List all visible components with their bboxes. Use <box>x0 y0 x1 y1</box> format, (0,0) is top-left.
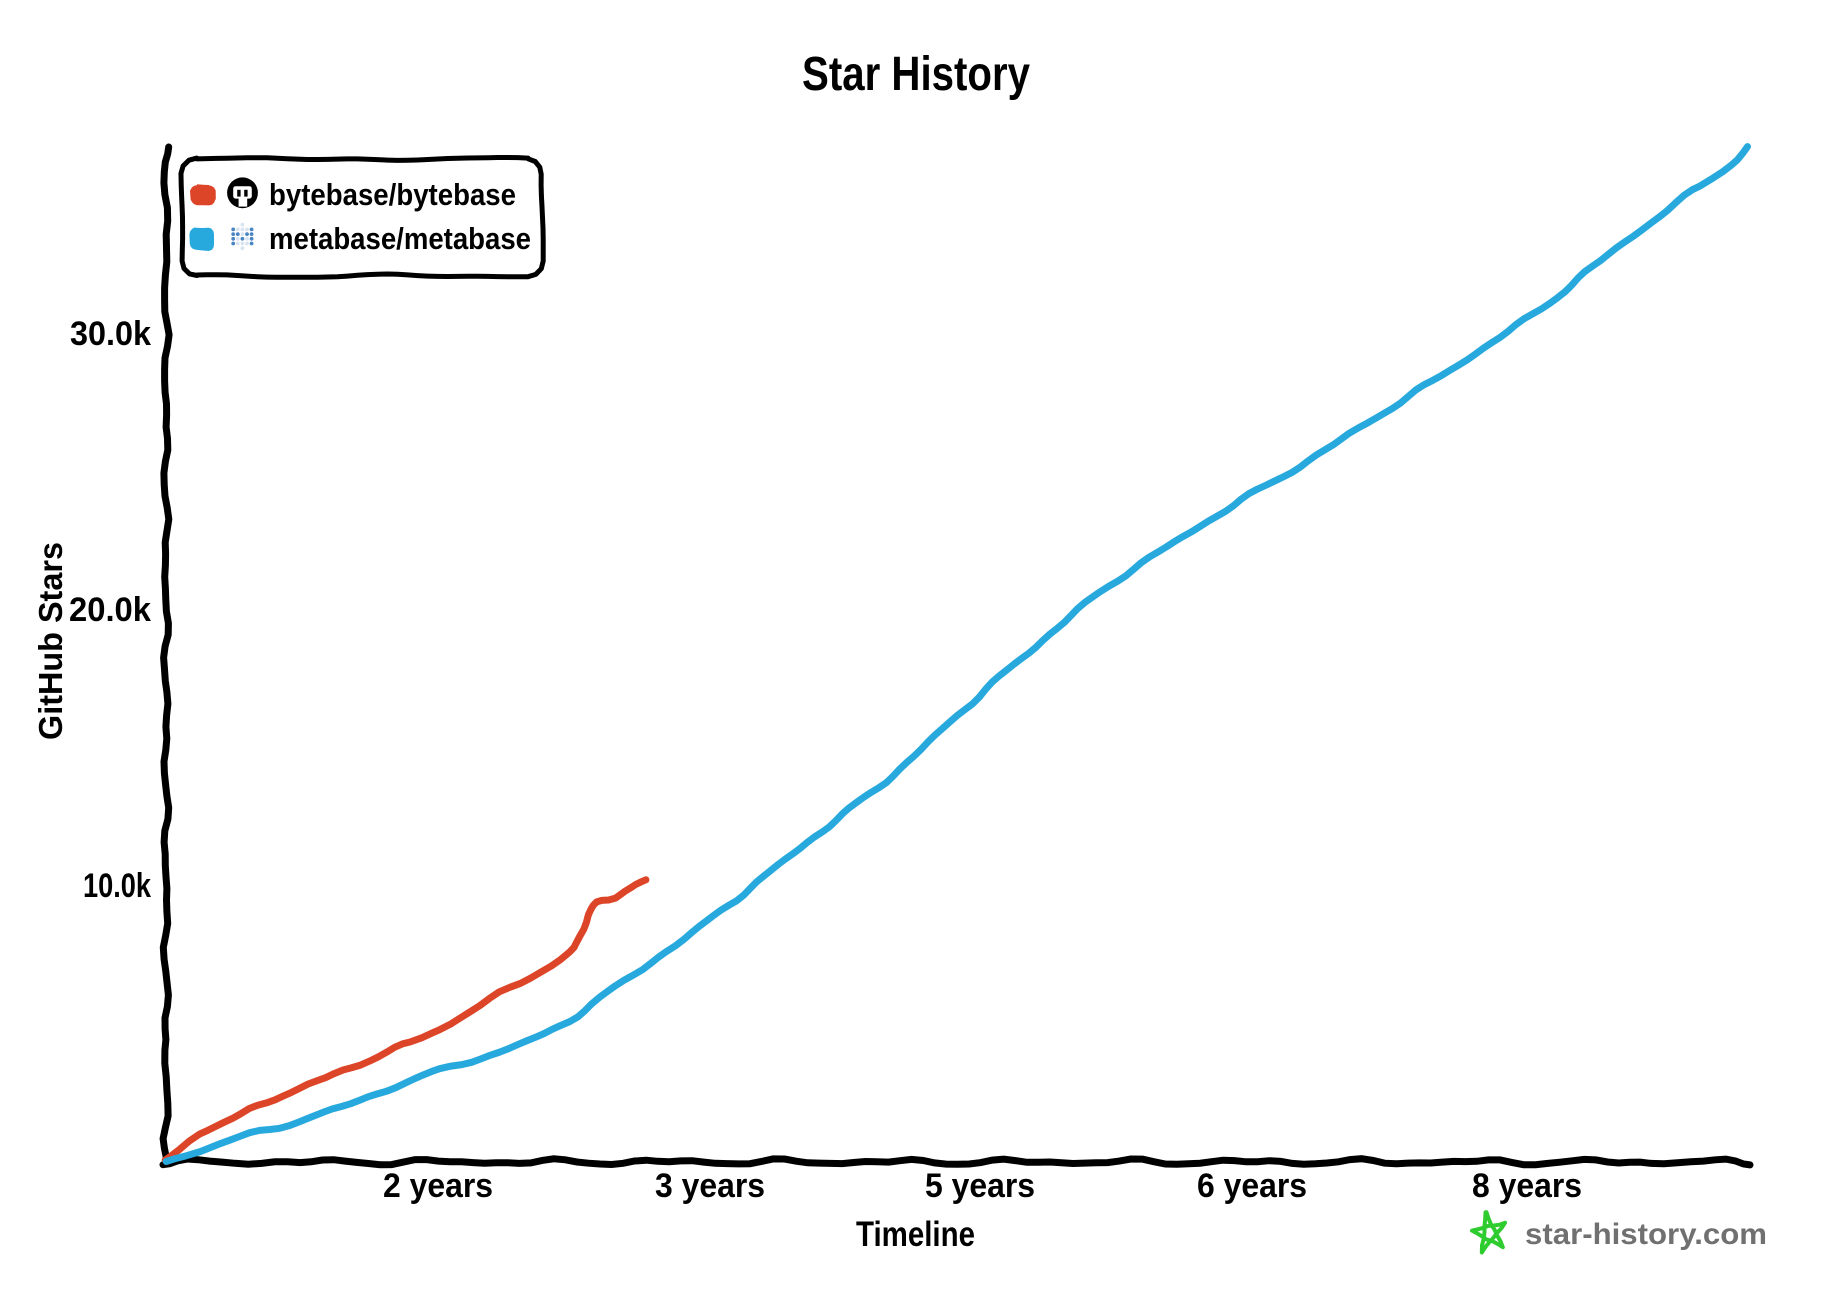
svg-text:5 years: 5 years <box>925 1167 1035 1205</box>
svg-text:bytebase/bytebase: bytebase/bytebase <box>269 177 516 212</box>
svg-text:GitHub Stars: GitHub Stars <box>32 542 69 740</box>
svg-text:Timeline: Timeline <box>856 1215 975 1254</box>
svg-text:30.0k: 30.0k <box>70 315 151 353</box>
svg-text:star-history.com: star-history.com <box>1525 1218 1767 1251</box>
svg-text:6 years: 6 years <box>1197 1167 1307 1205</box>
svg-text:10.0k: 10.0k <box>83 867 151 905</box>
svg-text:3 years: 3 years <box>655 1167 765 1205</box>
svg-text:20.0k: 20.0k <box>69 591 151 629</box>
svg-text:metabase/metabase: metabase/metabase <box>269 221 531 256</box>
svg-text:2 years: 2 years <box>383 1167 493 1205</box>
svg-text:Star History: Star History <box>802 48 1030 101</box>
svg-text:8 years: 8 years <box>1472 1167 1582 1205</box>
